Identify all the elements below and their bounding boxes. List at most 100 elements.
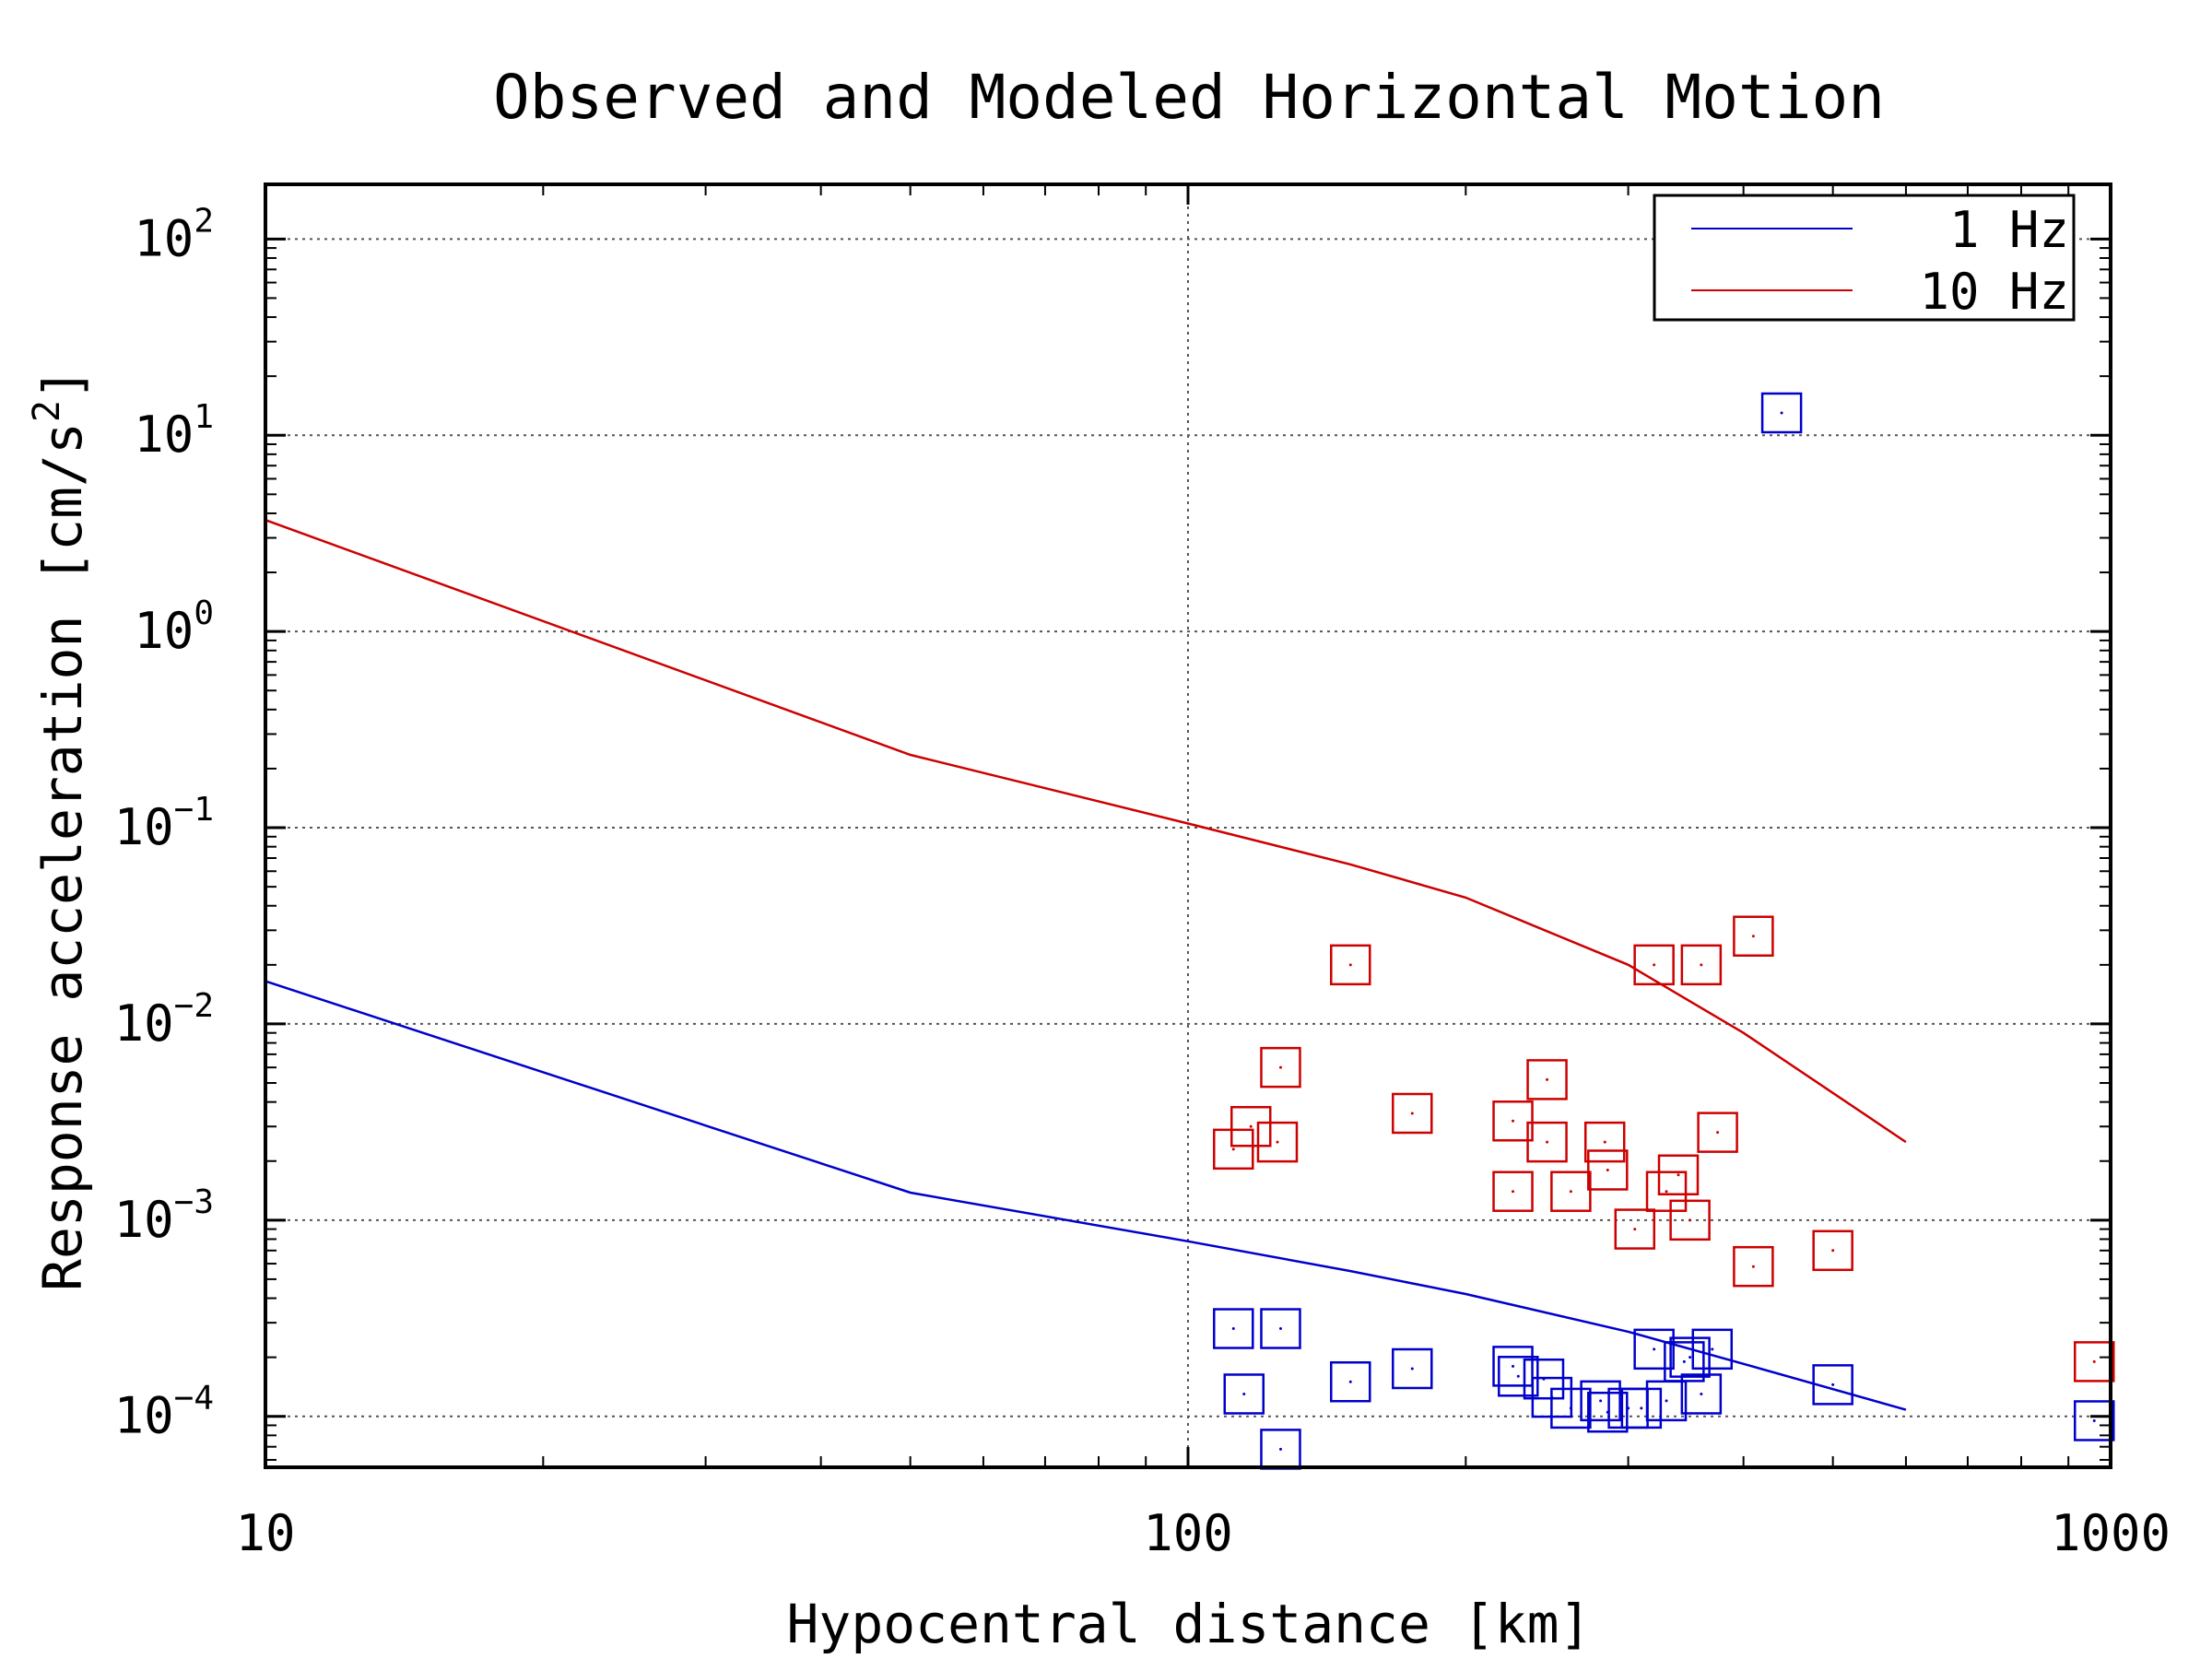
- data-point-1hz-center: [1653, 1347, 1656, 1351]
- data-point-1hz: [1260, 1308, 1301, 1349]
- y-axis-label-main: Response acceleration [cm/s: [31, 422, 94, 1291]
- data-point-1hz-center: [1516, 1374, 1520, 1378]
- y-axis-label: Response acceleration [cm/s2]: [26, 368, 94, 1291]
- data-point-10hz: [2074, 1341, 2115, 1382]
- data-point-10hz: [1680, 944, 1723, 986]
- data-point-1hz-center: [1542, 1377, 1546, 1381]
- data-point-10hz: [1583, 1121, 1626, 1163]
- data-point-1hz: [1691, 1328, 1734, 1371]
- data-point-10hz-center: [1688, 1218, 1692, 1222]
- data-point-1hz: [1492, 1346, 1534, 1387]
- legend: 1 Hz 10 Hz: [1653, 194, 2076, 322]
- data-point-1hz-center: [1711, 1347, 1714, 1351]
- data-point-10hz: [1492, 1171, 1534, 1212]
- data-point-10hz: [1812, 1230, 1853, 1272]
- grid: [265, 184, 2111, 1467]
- data-point-1hz-center: [1512, 1364, 1515, 1368]
- data-point-10hz: [1733, 915, 1774, 957]
- data-point-1hz-center: [1410, 1367, 1414, 1371]
- y-tick-label: 10−3: [114, 1183, 214, 1249]
- data-point-10hz: [1697, 1112, 1738, 1153]
- data-point-1hz-center: [2092, 1418, 2096, 1422]
- data-point-10hz-center: [1512, 1119, 1515, 1123]
- y-axis-label-sup: 2: [26, 400, 68, 422]
- data-point-1hz: [2074, 1400, 2115, 1441]
- data-point-1hz-center: [1640, 1406, 1643, 1410]
- data-point-1hz: [1330, 1360, 1371, 1403]
- ticks: 10 100 1000 102 101 100 10−1 10−2 10−3 10−4: [114, 184, 2171, 1562]
- data-point-10hz-center: [1249, 1124, 1253, 1128]
- data-point-1hz-center: [1831, 1382, 1835, 1386]
- data-point-10hz: [1526, 1121, 1568, 1163]
- data-point-1hz-center: [1278, 1327, 1282, 1331]
- data-point-1hz: [1392, 1347, 1433, 1390]
- x-tick-label: 10: [235, 1504, 295, 1562]
- data-point-10hz-center: [1751, 935, 1755, 938]
- data-point-1hz-center: [1242, 1392, 1246, 1395]
- legend-label-1hz: 1 Hz: [1949, 201, 2069, 259]
- chart-title: Observed and Modeled Horizontal Motion: [493, 62, 1885, 133]
- data-point-10hz: [1633, 944, 1675, 986]
- y-tick-label: 10−1: [114, 791, 214, 856]
- x-axis-label: Hypocentral distance [km]: [787, 1593, 1592, 1655]
- y-tick-label: 10−4: [114, 1380, 214, 1445]
- data-point-10hz: [1526, 1059, 1568, 1100]
- data-point-10hz: [1330, 944, 1371, 986]
- data-point-1hz-center: [1569, 1406, 1572, 1410]
- model-lines: [265, 519, 1907, 1411]
- data-point-10hz: [1492, 1100, 1534, 1142]
- x-tick-label: 1000: [2051, 1504, 2171, 1562]
- data-point-10hz-center: [1751, 1265, 1755, 1268]
- model-line-10hz: [265, 519, 1907, 1144]
- observed-points: [1213, 203, 2115, 1470]
- data-point-1hz: [1550, 1387, 1592, 1430]
- data-point-10hz-center: [1410, 1112, 1414, 1115]
- data-point-top: [1760, 392, 1803, 434]
- y-axis-label-end: ]: [31, 368, 94, 400]
- data-point-10hz: [1550, 1171, 1592, 1212]
- y-tick-label: 102: [134, 202, 214, 267]
- data-point-top-center: [1780, 411, 1783, 415]
- y-tick-label: 10−2: [114, 987, 214, 1053]
- legend-box: [1653, 194, 2076, 322]
- data-point-1hz-center: [1348, 1380, 1352, 1383]
- model-line-1hz: [265, 980, 1907, 1411]
- data-point-1hz: [1523, 1358, 1565, 1400]
- data-point-10hz: [1260, 1046, 1301, 1088]
- data-point-10hz: [1657, 1154, 1700, 1196]
- data-point-1hz: [1620, 1387, 1663, 1430]
- data-point-1hz: [1498, 1356, 1539, 1397]
- data-point-10hz-center: [1716, 1131, 1720, 1135]
- data-point-10hz: [1614, 1208, 1656, 1250]
- data-point-1hz: [1680, 1373, 1723, 1415]
- data-point-10hz-center: [1546, 1077, 1549, 1081]
- data-point-1hz-center: [1599, 1399, 1603, 1403]
- data-point-10hz-center: [1348, 963, 1352, 967]
- data-point-1hz-center: [1278, 1447, 1282, 1451]
- data-point-10hz: [1230, 1106, 1272, 1147]
- data-point-10hz: [1733, 1245, 1774, 1288]
- data-point-10hz-center: [1603, 1140, 1606, 1144]
- data-point-1hz-center: [1688, 1356, 1692, 1359]
- data-point-10hz-center: [1633, 1228, 1637, 1231]
- data-point-1hz: [1812, 1364, 1853, 1406]
- data-point-10hz: [1669, 1199, 1711, 1241]
- data-point-1hz: [1664, 1341, 1705, 1382]
- data-point-10hz-center: [1653, 963, 1656, 967]
- data-point-10hz: [1392, 1092, 1433, 1135]
- data-point-1hz-center: [1682, 1359, 1686, 1363]
- data-point-10hz-center: [1512, 1190, 1515, 1194]
- data-point-10hz-center: [1546, 1140, 1549, 1144]
- data-point-1hz: [1213, 1308, 1254, 1349]
- data-point-10hz-center: [1278, 1065, 1282, 1069]
- data-point-1hz-center: [1700, 1392, 1703, 1395]
- data-point-1hz-center: [1665, 1399, 1668, 1403]
- data-point-10hz: [1645, 1171, 1688, 1212]
- data-point-1hz: [1223, 1373, 1265, 1415]
- data-point-10hz-center: [1606, 1168, 1609, 1171]
- legend-label-10hz: 10 Hz: [1919, 263, 2069, 321]
- data-point-10hz: [1213, 1128, 1254, 1171]
- data-point-10hz: [1256, 1121, 1299, 1163]
- data-point-10hz: [1587, 1149, 1629, 1191]
